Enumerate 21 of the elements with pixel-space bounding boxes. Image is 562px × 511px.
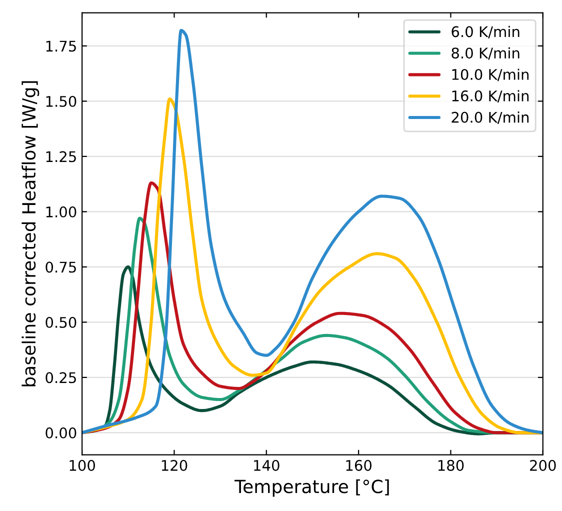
legend-label: 10.0 K/min	[452, 68, 529, 82]
x-tick-label: 100	[70, 460, 95, 471]
y-tick-label: 0.00	[46, 427, 76, 438]
y-tick-label: 0.50	[46, 316, 76, 328]
legend-label: 6.0 K/min	[452, 26, 520, 38]
y-axis-title: baseline corrected Heatflow [W/g]	[22, 81, 40, 386]
legend-label: 16.0 K/min	[452, 90, 529, 103]
y-tick-label: 1.50	[46, 96, 76, 107]
x-tick-label: 120	[162, 460, 188, 471]
x-tick-label: 160	[346, 460, 372, 471]
y-tick-label: 0.75	[46, 262, 76, 273]
legend-label: 8.0 K/min	[452, 47, 520, 60]
legend-label: 20.0 K/min	[452, 112, 529, 124]
x-axis-title: Temperature [°C]	[234, 479, 389, 497]
y-tick-label: 1.25	[46, 151, 76, 162]
x-tick-label: 200	[530, 460, 556, 471]
y-tick-label: 0.25	[46, 372, 76, 384]
y-tick-label: 1.75	[46, 40, 76, 52]
x-tick-label: 180	[438, 460, 464, 471]
x-tick-label: 140	[254, 460, 280, 471]
y-tick-label: 1.00	[46, 206, 76, 218]
